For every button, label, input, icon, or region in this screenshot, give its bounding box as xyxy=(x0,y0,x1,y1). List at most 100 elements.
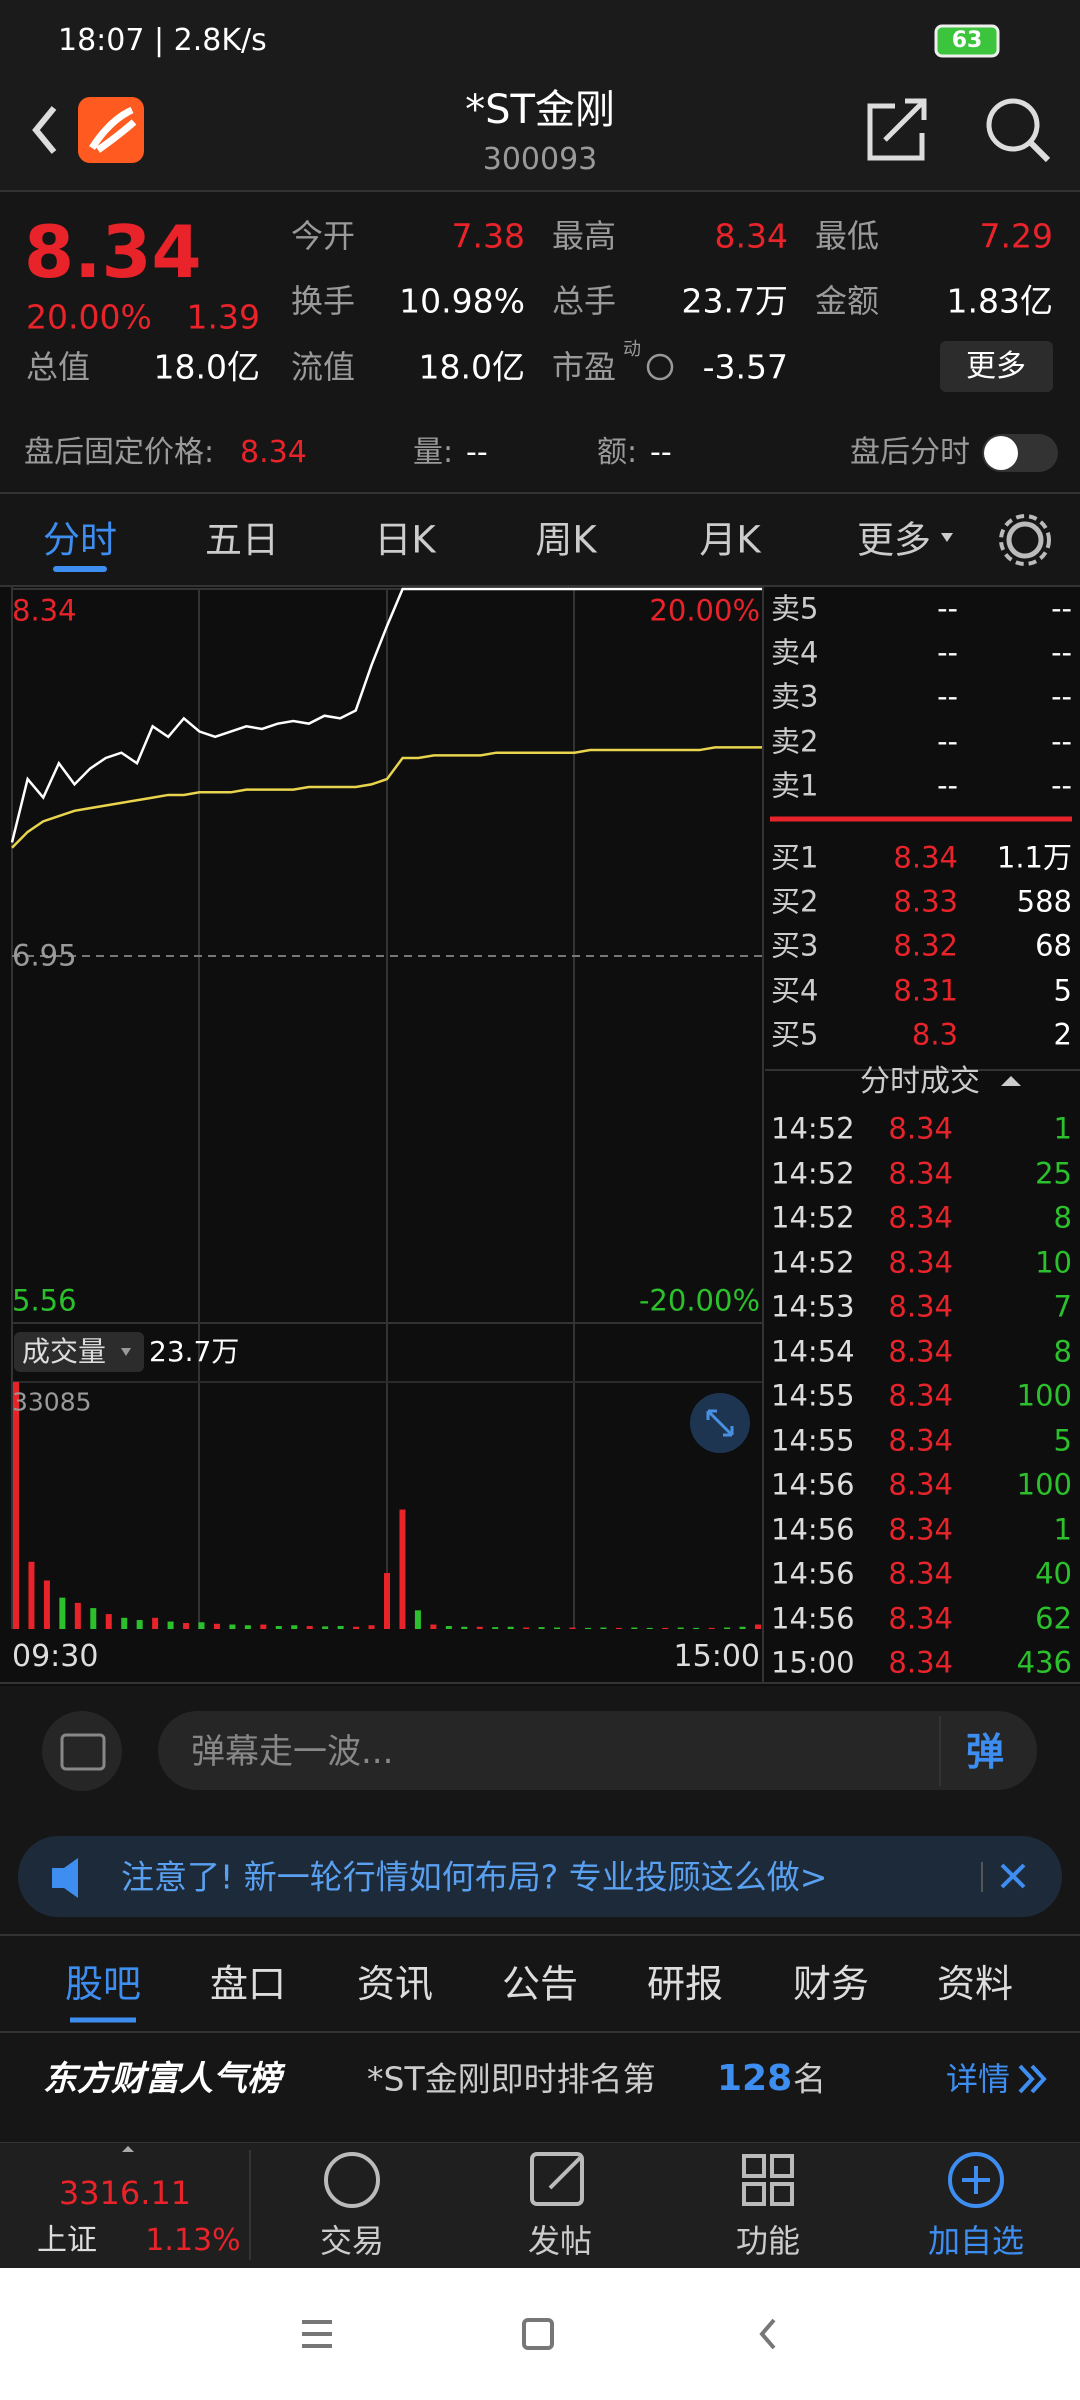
trade-time: 14:52 xyxy=(771,1111,855,1146)
trade-time: 14:52 xyxy=(771,1245,855,1279)
order-price: -- xyxy=(937,724,958,759)
info-tab[interactable]: 研报 xyxy=(646,1962,724,2006)
stat-value: -3.57 xyxy=(702,347,788,387)
promo-banner[interactable]: 注意了! 新一轮行情如何布局? 专业投顾这么做> xyxy=(121,1857,828,1897)
after-hours-price: 8.34 xyxy=(240,435,307,470)
nav-item[interactable]: 发帖 xyxy=(527,2222,593,2260)
chart-tab[interactable]: 分时 xyxy=(43,518,117,562)
volume-bar xyxy=(584,1627,591,1629)
volume-bar xyxy=(677,1627,684,1629)
after-hours-label: 盘后固定价格: xyxy=(24,435,215,470)
ranking-text: *ST金刚即时排名第 xyxy=(367,2059,656,2099)
trade-price: 8.34 xyxy=(888,1111,953,1146)
volume-bar xyxy=(646,1627,653,1629)
order-price: 8.33 xyxy=(893,884,958,919)
info-tab[interactable]: 盘口 xyxy=(209,1962,287,2006)
stat-label: 总手 xyxy=(552,282,617,320)
stock-title: *ST金刚 xyxy=(465,87,615,133)
nav-item[interactable]: 交易 xyxy=(319,2222,385,2260)
more-button[interactable] xyxy=(940,341,1053,392)
order-volume: -- xyxy=(1051,635,1072,670)
order-level: 买1 xyxy=(771,840,819,875)
ranking-link[interactable]: 详情 xyxy=(946,2060,1011,2098)
volume-bar xyxy=(260,1624,267,1629)
order-price: -- xyxy=(937,635,958,670)
change-amount: 1.39 xyxy=(186,297,260,337)
order-price: 8.32 xyxy=(893,928,958,963)
nav-item[interactable]: 功能 xyxy=(735,2222,801,2260)
volume-bar xyxy=(43,1580,50,1629)
comment-icon[interactable] xyxy=(42,1711,122,1791)
y2-tick-label: 20.00% xyxy=(649,593,760,628)
pe-tag: 动 xyxy=(623,339,641,360)
volume-bar xyxy=(353,1626,360,1629)
stat-label: 市盈 xyxy=(552,348,617,386)
trade-price: 8.34 xyxy=(888,1200,953,1235)
info-tab[interactable]: 资讯 xyxy=(356,1962,434,2006)
comment-input[interactable] xyxy=(158,1711,1037,1790)
volume-bar xyxy=(167,1621,174,1629)
trade-price: 8.34 xyxy=(888,1512,953,1546)
trade-price: 8.34 xyxy=(888,1245,953,1279)
stat-label: 最高 xyxy=(552,217,617,255)
info-tab[interactable]: 股吧 xyxy=(64,1962,142,2006)
volume-bar xyxy=(523,1627,530,1629)
volume-bar xyxy=(244,1625,251,1629)
info-tab[interactable]: 资料 xyxy=(936,1962,1014,2006)
danmaku-button[interactable]: 弹 xyxy=(965,1730,1005,1774)
chart-tab[interactable]: 日K xyxy=(374,518,436,562)
volume-bar xyxy=(74,1602,81,1629)
trade-time: 14:55 xyxy=(771,1423,855,1457)
index-change: 1.13% xyxy=(145,2223,241,2258)
comment-placeholder[interactable]: 弹幕走一波... xyxy=(191,1732,394,1772)
order-level: 买2 xyxy=(771,884,819,919)
trade-time: 14:56 xyxy=(771,1467,855,1502)
volume-selector[interactable]: 成交量 xyxy=(22,1335,107,1368)
chart-tab[interactable]: 更多 xyxy=(857,518,931,562)
trade-time: 15:00 xyxy=(771,1645,855,1680)
order-level: 卖5 xyxy=(771,591,819,626)
trade-volume: 62 xyxy=(1035,1601,1072,1635)
volume-bar xyxy=(136,1620,143,1629)
chart-tab[interactable]: 周K xyxy=(535,518,597,562)
volume-bar xyxy=(662,1627,669,1629)
more-button-label[interactable]: 更多 xyxy=(966,349,1026,384)
nav-item[interactable]: 加自选 xyxy=(927,2222,1025,2260)
chart-tab[interactable]: 五日 xyxy=(205,518,279,562)
order-price: 8.31 xyxy=(893,973,958,1008)
trade-volume: 25 xyxy=(1035,1156,1072,1190)
trade-volume: 40 xyxy=(1035,1556,1072,1591)
timeshare-toggle-label[interactable]: 盘后分时 xyxy=(850,435,970,470)
stat-value: 18.0亿 xyxy=(153,347,260,387)
trade-volume: 436 xyxy=(1016,1645,1072,1680)
volume-bar xyxy=(306,1626,313,1629)
stat-value: 18.0亿 xyxy=(418,347,525,387)
volume-bar xyxy=(755,1624,761,1629)
volume-bar xyxy=(430,1624,437,1629)
trade-volume: 5 xyxy=(1053,1423,1072,1457)
trade-price: 8.34 xyxy=(888,1556,953,1591)
index-value[interactable]: 3316.11 xyxy=(58,2174,192,2212)
info-tab[interactable]: 公告 xyxy=(501,1962,579,2006)
volume-bar xyxy=(13,1382,19,1629)
volume-bar xyxy=(538,1627,545,1629)
trade-price: 8.34 xyxy=(888,1645,953,1680)
banner-box[interactable] xyxy=(18,1836,1062,1917)
volume-bar xyxy=(693,1627,700,1629)
volume-bar xyxy=(554,1627,561,1629)
volume-bar xyxy=(414,1610,421,1629)
stat-value: 8.34 xyxy=(714,216,788,256)
stat-label: 最低 xyxy=(815,217,880,255)
trade-price: 8.34 xyxy=(888,1601,953,1635)
change-percent: 20.00% xyxy=(26,297,152,337)
chart-tab[interactable]: 月K xyxy=(699,518,761,562)
trade-price: 8.34 xyxy=(888,1156,953,1190)
volume-bar xyxy=(708,1627,715,1629)
order-level: 卖2 xyxy=(771,724,819,759)
volume-bar xyxy=(121,1617,128,1629)
volume-bar xyxy=(461,1626,468,1629)
stat-value: 23.7万 xyxy=(681,281,788,321)
info-tab[interactable]: 财务 xyxy=(792,1962,870,2006)
trade-price: 8.34 xyxy=(888,1378,953,1413)
trade-time: 14:52 xyxy=(771,1200,855,1235)
